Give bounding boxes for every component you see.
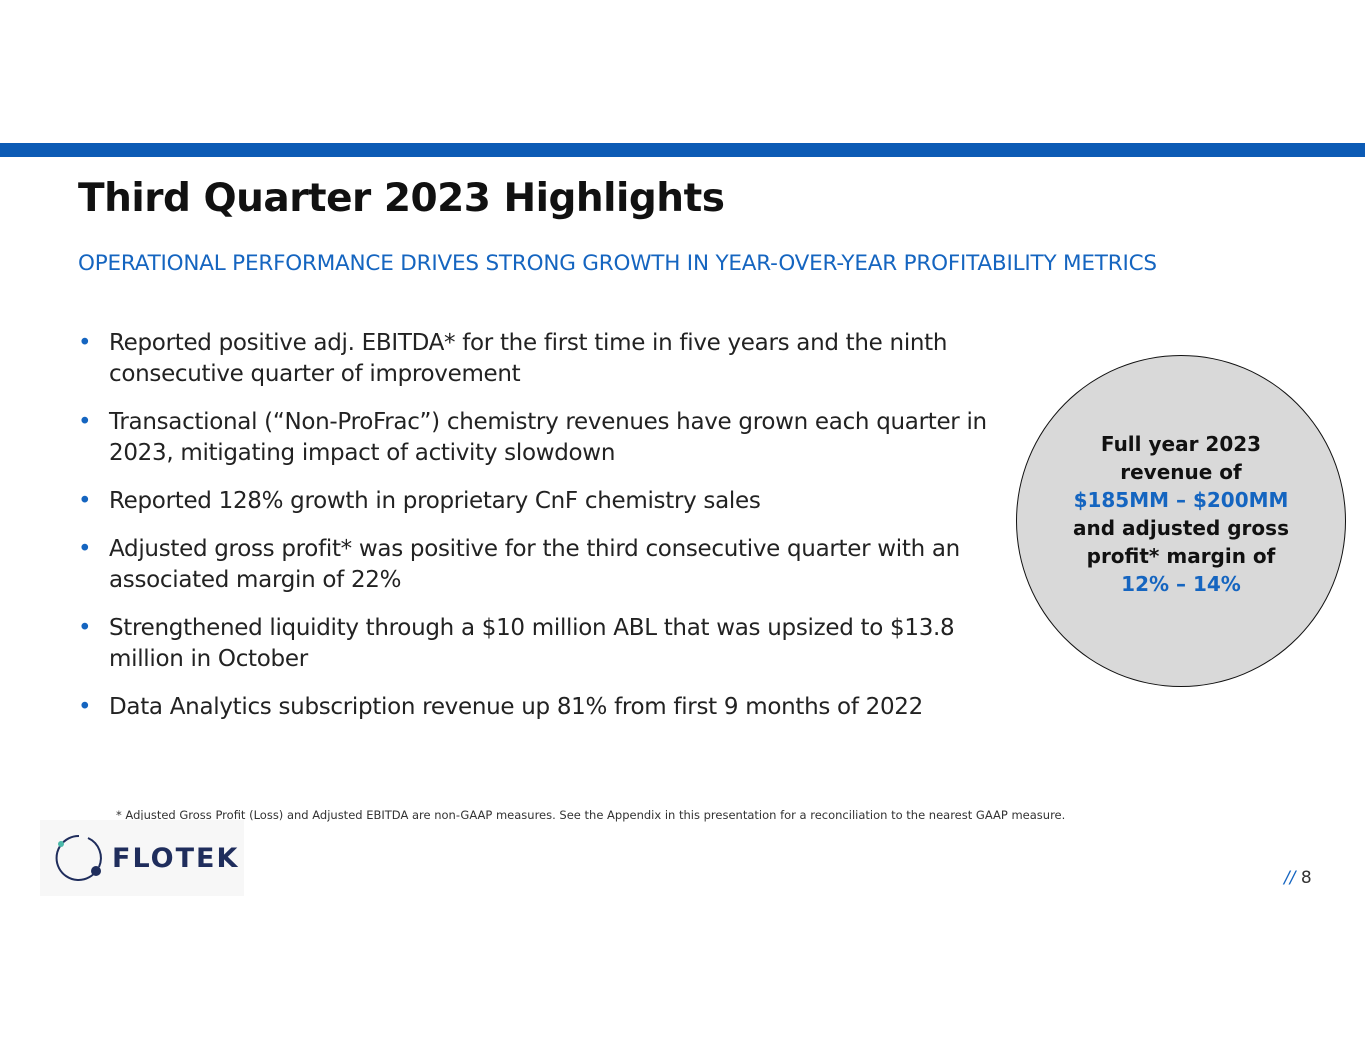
- page-title: Third Quarter 2023 Highlights: [78, 176, 725, 221]
- bullet-icon: •: [78, 330, 92, 356]
- bullet-icon: •: [78, 409, 92, 435]
- bullet-text: Reported 128% growth in proprietary CnF …: [109, 488, 761, 514]
- callout-line: profit* margin of: [1086, 544, 1276, 568]
- bullet-text: Transactional (“Non-ProFrac”) chemistry …: [109, 409, 987, 466]
- list-item: • Reported 128% growth in proprietary CnF…: [78, 486, 998, 517]
- bullet-icon: •: [78, 536, 92, 562]
- logo-ring-icon: [55, 834, 102, 881]
- bullet-icon: •: [78, 694, 92, 720]
- callout-line: Full year 2023: [1100, 432, 1262, 456]
- page-prefix: //: [1284, 868, 1296, 888]
- footnote: * Adjusted Gross Profit (Loss) and Adjus…: [116, 808, 1066, 822]
- flotek-logo: FLOTEK: [40, 820, 244, 896]
- callout-margin-range: 12% – 14%: [1121, 572, 1241, 596]
- list-item: • Reported positive adj. EBITDA* for the …: [78, 328, 998, 390]
- page-number-value: 8: [1300, 868, 1312, 888]
- bullet-text: Strengthened liquidity through a $10 mil…: [109, 615, 955, 672]
- page-subtitle: OPERATIONAL PERFORMANCE DRIVES STRONG GR…: [78, 251, 1157, 276]
- callout-line: and adjusted gross: [1073, 516, 1289, 540]
- guidance-callout: Full year 2023 revenue of $185MM – $200M…: [1016, 355, 1346, 687]
- header-bar: [0, 143, 1365, 157]
- list-item: • Adjusted gross profit* was positive for…: [78, 534, 998, 596]
- bullet-icon: •: [78, 615, 92, 641]
- callout-line: revenue of: [1120, 460, 1242, 484]
- bullet-text: Data Analytics subscription revenue up 8…: [109, 694, 923, 720]
- bullet-text: Adjusted gross profit* was positive for …: [109, 536, 960, 593]
- list-item: • Data Analytics subscription revenue up …: [78, 692, 998, 723]
- logo-text: FLOTEK: [112, 842, 240, 874]
- bullet-icon: •: [78, 488, 92, 514]
- list-item: • Transactional (“Non-ProFrac”) chemistry…: [78, 407, 998, 469]
- highlights-list: • Reported positive adj. EBITDA* for the …: [78, 328, 998, 740]
- list-item: • Strengthened liquidity through a $10 mi…: [78, 613, 998, 675]
- bullet-text: Reported positive adj. EBITDA* for the f…: [109, 330, 948, 387]
- callout-revenue-range: $185MM – $200MM: [1073, 488, 1289, 512]
- page-number: // 8: [1284, 868, 1312, 888]
